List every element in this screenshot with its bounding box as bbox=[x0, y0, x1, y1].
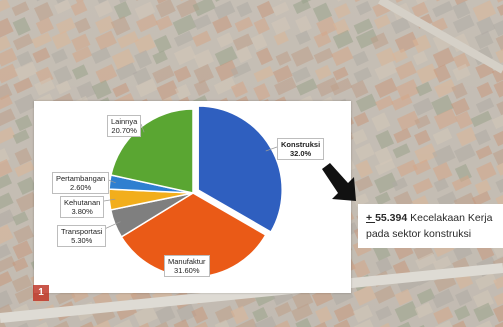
callout-transportasi: Transportasi 5.30% bbox=[57, 225, 107, 247]
callout-manufaktur: Manufaktur 31.60% bbox=[164, 255, 210, 277]
slice-label: Pertambangan bbox=[56, 174, 106, 183]
slice-value: 3.80% bbox=[71, 207, 93, 216]
pie-slice-konstruksi bbox=[197, 105, 283, 234]
approx-symbol: + bbox=[366, 212, 376, 224]
callout-konstruksi: Konstruksi 32.0% bbox=[277, 138, 325, 160]
slice-value: 31.60% bbox=[174, 266, 200, 275]
note-line2: pada sektor konstruksi bbox=[366, 228, 472, 240]
pie-chart bbox=[97, 105, 283, 278]
callout-pertambangan: Pertambangan 2.60% bbox=[52, 172, 110, 194]
slice-label: Manufaktur bbox=[168, 257, 206, 266]
slice-value: 2.60% bbox=[69, 183, 92, 192]
accident-count-note: + 55.394 Kecelakaan Kerja pada sektor ko… bbox=[358, 204, 503, 248]
callout-kehutanan: Kehutanan 3.80% bbox=[60, 196, 105, 218]
slice-value: 5.30% bbox=[71, 236, 93, 245]
leader-line bbox=[140, 123, 145, 133]
slice-value: 32.0% bbox=[289, 149, 312, 158]
leader-line bbox=[265, 146, 278, 152]
slice-label: Lainnya bbox=[111, 117, 138, 126]
slice-label: Kehutanan bbox=[64, 198, 101, 207]
slice-label: Transportasi bbox=[61, 227, 103, 236]
note-line1: Kecelakaan Kerja bbox=[407, 212, 493, 224]
arrow-down-right-icon bbox=[318, 163, 360, 210]
page-number-badge: 1 bbox=[33, 285, 49, 301]
slice-value: 20.70% bbox=[111, 126, 137, 135]
chart-slide: Konstruksi 32.0% Manufaktur 31.60% Trans… bbox=[34, 101, 351, 293]
slice-label: Konstruksi bbox=[281, 140, 321, 149]
accident-number: 55.394 bbox=[375, 212, 408, 224]
callout-lainnya: Lainnya 20.70% bbox=[107, 115, 142, 137]
